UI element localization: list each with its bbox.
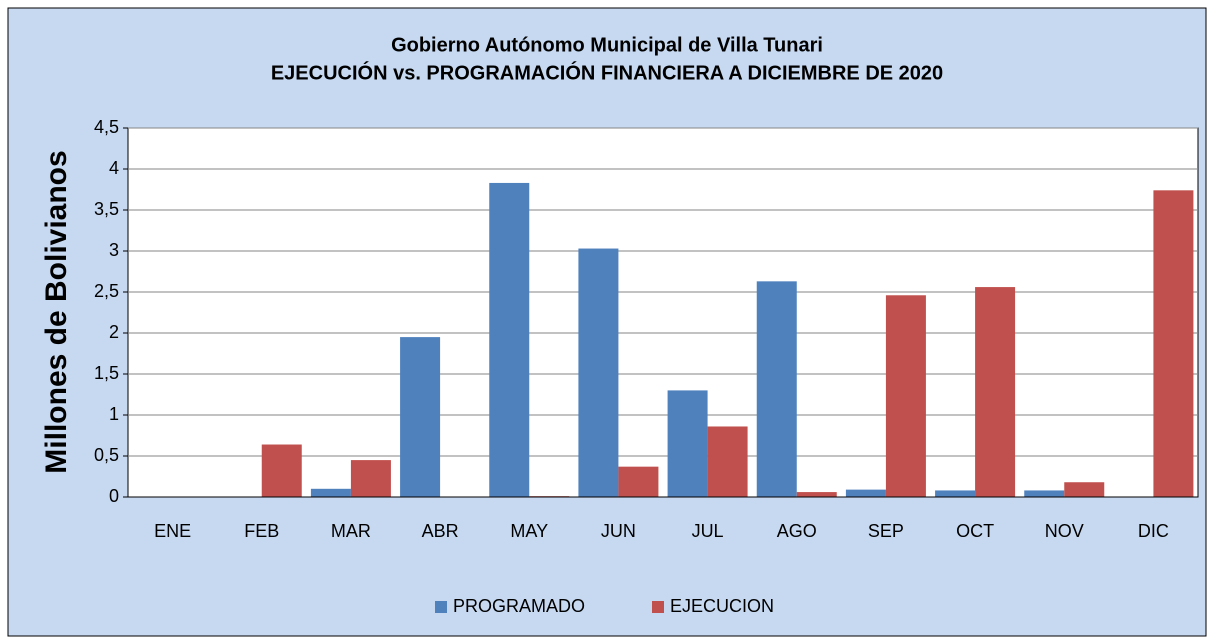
x-tick-label: DIC <box>1138 521 1169 541</box>
bar <box>796 492 837 497</box>
bar <box>1153 190 1194 497</box>
x-tick-label: AGO <box>777 521 817 541</box>
bar <box>885 295 926 497</box>
x-tick-label: ENE <box>154 521 191 541</box>
bar <box>310 488 351 497</box>
x-tick-label: ABR <box>422 521 459 541</box>
x-tick-label: MAY <box>510 521 548 541</box>
y-tick-label: 3,5 <box>94 199 119 219</box>
bar <box>756 281 797 497</box>
x-tick-label: OCT <box>956 521 994 541</box>
bar <box>975 287 1016 497</box>
x-tick-label: SEP <box>868 521 904 541</box>
legend-label: PROGRAMADO <box>453 596 585 616</box>
x-tick-label: JUN <box>601 521 636 541</box>
y-tick-label: 1,5 <box>94 363 119 383</box>
x-tick-label: FEB <box>244 521 279 541</box>
y-tick-label: 0 <box>109 486 119 506</box>
bar <box>1064 482 1105 497</box>
y-tick-label: 2 <box>109 322 119 342</box>
bar <box>667 390 708 497</box>
y-tick-label: 0,5 <box>94 445 119 465</box>
legend-swatch <box>652 601 664 613</box>
plot-area <box>127 127 1199 498</box>
bar <box>578 248 619 497</box>
bar <box>845 489 886 497</box>
x-tick-label: NOV <box>1045 521 1084 541</box>
y-tick-label: 3 <box>109 240 119 260</box>
legend-swatch <box>435 601 447 613</box>
y-tick-label: 2,5 <box>94 281 119 301</box>
y-tick-label: 4 <box>109 158 119 178</box>
y-tick-label: 4,5 <box>94 117 119 137</box>
bar <box>400 337 441 497</box>
bar <box>707 426 748 497</box>
bar <box>350 460 391 497</box>
x-tick-label: MAR <box>331 521 371 541</box>
bar <box>618 466 659 497</box>
chart-subtitle: EJECUCIÓN vs. PROGRAMACIÓN FINANCIERA A … <box>271 60 943 84</box>
bar <box>1024 490 1065 497</box>
legend-label: EJECUCION <box>670 596 774 616</box>
bar <box>489 182 530 497</box>
y-tick-label: 1 <box>109 404 119 424</box>
x-tick-label: JUL <box>692 521 724 541</box>
bar <box>935 490 976 497</box>
chart-title: Gobierno Autónomo Municipal de Villa Tun… <box>391 34 823 56</box>
y-axis-label: Millones de Bolivianos <box>40 150 73 473</box>
bar <box>261 444 302 497</box>
